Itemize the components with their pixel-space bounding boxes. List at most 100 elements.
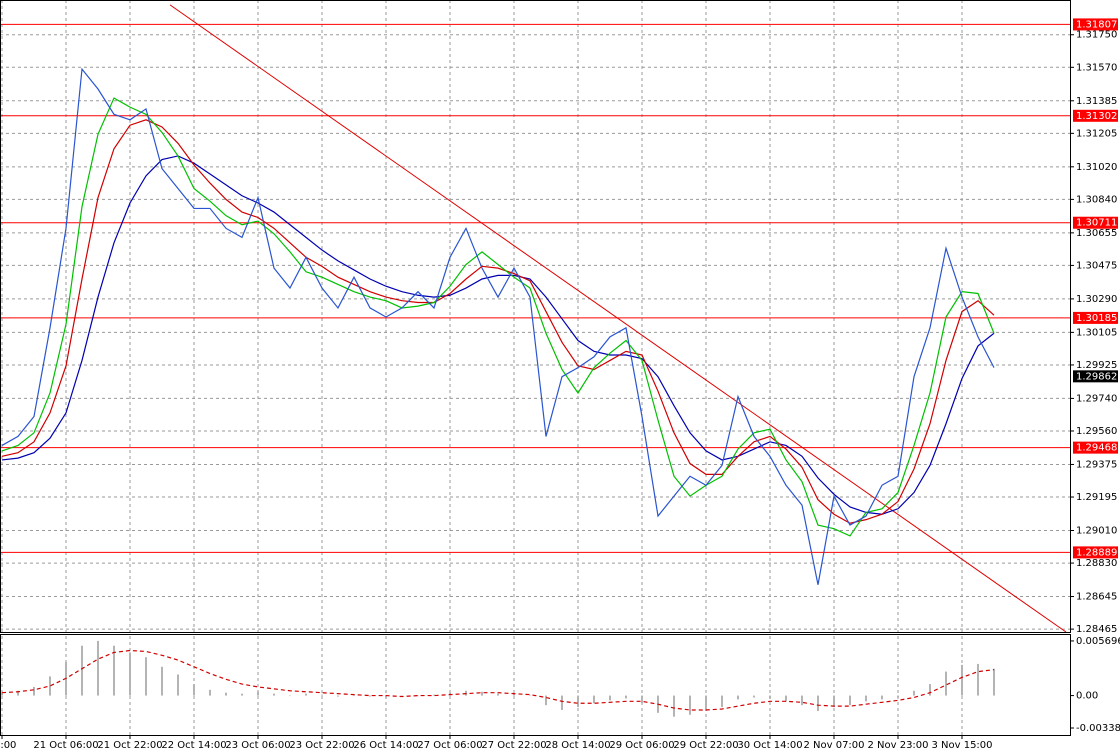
level-label-box: [1073, 546, 1118, 559]
histogram-bar: [721, 695, 723, 708]
histogram-bar: [849, 695, 851, 706]
histogram-bar: [97, 640, 99, 696]
histogram-bar: [897, 695, 899, 698]
y-tick-label: 1.29195: [1076, 492, 1117, 503]
y-tick-label: 0.00: [1076, 691, 1098, 702]
histogram-bar: [769, 695, 771, 699]
x-tick-label: 3 Nov 15:00: [931, 740, 992, 751]
histogram-bar: [545, 695, 547, 706]
histogram-bar: [913, 690, 915, 696]
x-tick-label: 21 Oct 22:00: [97, 740, 162, 751]
histogram-bar: [513, 693, 515, 696]
y-tick-label: 1.28830: [1076, 558, 1117, 569]
histogram-bar: [737, 695, 739, 700]
histogram-bar: [689, 695, 691, 715]
histogram-bar: [785, 695, 787, 702]
histogram-bar: [305, 693, 307, 696]
histogram-bar: [337, 695, 339, 697]
histogram-bar: [433, 694, 435, 696]
y-tick-label: 1.28645: [1076, 592, 1117, 603]
x-tick-label: 28 Oct 14:00: [545, 740, 610, 751]
histogram-bar: [33, 686, 35, 696]
y-tick-label: 1.31750: [1076, 30, 1117, 41]
histogram-bar: [641, 695, 643, 704]
y-tick-label: 1.29740: [1076, 393, 1117, 404]
level-label: 1.31807: [1076, 19, 1117, 30]
x-tick-label: 30 Oct 14:00: [737, 740, 802, 751]
histogram-bar: [801, 695, 803, 706]
histogram-bar: [817, 695, 819, 711]
histogram-bar: [257, 691, 259, 696]
y-tick-label: 1.31570: [1076, 62, 1117, 73]
histogram-bar: [177, 674, 179, 696]
level-label-box: [1073, 441, 1118, 454]
histogram-bar: [81, 645, 83, 696]
moving-average: [1, 155, 995, 515]
x-tick-label: 27 Oct 22:00: [481, 740, 546, 751]
histogram-bar: [881, 695, 883, 700]
histogram-bar: [353, 695, 355, 697]
x-tick-label: 2 Nov 07:00: [803, 740, 864, 751]
histogram-bar: [609, 695, 611, 701]
histogram-bar: [113, 645, 115, 696]
moving-average: [1, 119, 995, 524]
y-tick-label: 1.28465: [1076, 624, 1117, 635]
level-label-box: [1073, 311, 1118, 324]
histogram-bar: [977, 663, 979, 696]
histogram-bar: [577, 695, 579, 708]
x-tick-label: 23 Oct 22:00: [289, 740, 354, 751]
last-price-label: 1.29862: [1076, 371, 1117, 382]
x-tick-label: 2 Nov 23:00: [867, 740, 928, 751]
x-tick-label: 14:00: [0, 740, 16, 751]
y-tick-label: 1.30105: [1076, 327, 1117, 338]
histogram-bar: [385, 695, 387, 698]
histogram-bar: [561, 695, 563, 710]
histogram-bar: [321, 694, 323, 696]
main-frame: [0, 0, 1071, 633]
level-label-box: [1073, 18, 1118, 31]
histogram-bar: [481, 691, 483, 696]
level-label: 1.30185: [1076, 313, 1117, 324]
histogram-bar: [625, 695, 627, 699]
histogram-bar: [225, 692, 227, 696]
histogram-bar: [289, 695, 291, 697]
y-tick-label: 1.31205: [1076, 128, 1117, 139]
oscillator-frame: [0, 634, 1071, 736]
histogram-bar: [161, 666, 163, 696]
level-label: 1.31302: [1076, 111, 1117, 122]
histogram-bar: [497, 693, 499, 696]
histogram-bar: [209, 689, 211, 696]
histogram-bar: [705, 695, 707, 711]
histogram-bar: [273, 693, 275, 696]
histogram-bar: [129, 652, 131, 696]
x-tick-label: 29 Oct 22:00: [673, 740, 738, 751]
histogram-bar: [49, 676, 51, 696]
x-tick-label: 23 Oct 06:00: [225, 740, 290, 751]
histogram-bar: [673, 695, 675, 717]
last-price-box: [1073, 370, 1118, 383]
y-tick-label: 1.31020: [1076, 162, 1117, 173]
x-tick-label: 21 Oct 06:00: [33, 740, 98, 751]
histogram-bar: [529, 695, 531, 697]
y-tick-label: 1.29560: [1076, 426, 1117, 437]
histogram-bar: [417, 695, 419, 697]
histogram-bar: [193, 684, 195, 696]
y-tick-label: 1.30475: [1076, 260, 1117, 271]
x-tick-label: 29 Oct 06:00: [609, 740, 674, 751]
y-tick-label: 1.30290: [1076, 294, 1117, 305]
histogram-bar: [833, 695, 835, 708]
y-tick-label: 1.29010: [1076, 525, 1117, 536]
histogram-bar: [17, 690, 19, 696]
histogram-bar: [241, 693, 243, 696]
y-tick-label: 1.29375: [1076, 459, 1117, 470]
y-tick-label: 1.30840: [1076, 194, 1117, 205]
level-label: 1.30711: [1076, 218, 1117, 229]
y-tick-label: 1.30655: [1076, 228, 1117, 239]
y-tick-label: 1.29925: [1076, 360, 1117, 371]
level-label-box: [1073, 216, 1118, 229]
price-line: [1, 67, 995, 585]
histogram-bar: [593, 695, 595, 704]
level-label: 1.29468: [1076, 443, 1117, 454]
